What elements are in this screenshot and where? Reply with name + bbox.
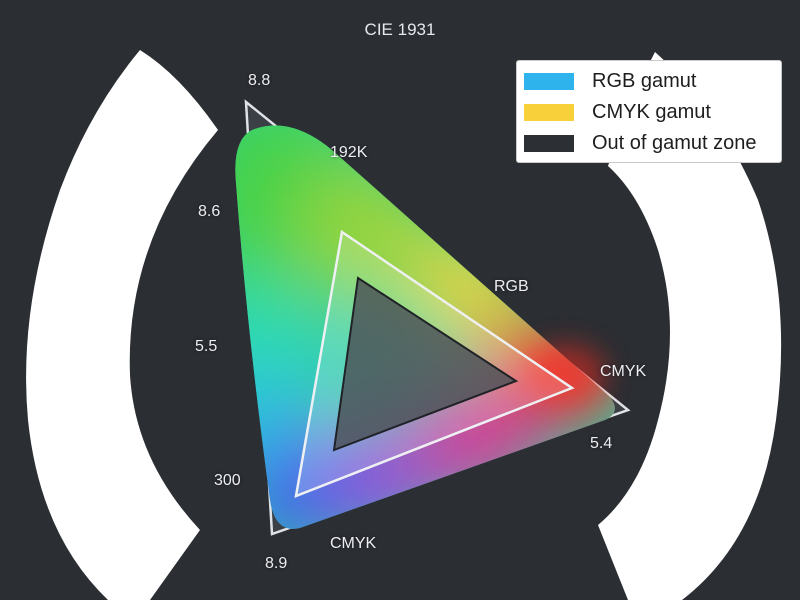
diagram-title: CIE 1931	[364, 20, 436, 39]
legend-label-out-of-gamut: Out of gamut zone	[592, 132, 757, 154]
label-bottom-apex: 8.9	[265, 555, 288, 572]
label-k-value: 192K	[330, 144, 368, 161]
label-right-value: 5.4	[590, 435, 613, 452]
label-left-upper: 8.6	[198, 203, 221, 220]
cmyk-triangle	[332, 276, 519, 452]
label-top-apex: 8.8	[248, 72, 271, 89]
label-left-mid: 5.5	[195, 338, 218, 355]
red-glow	[525, 345, 605, 405]
legend-item-cmyk: CMYK gamut	[517, 97, 781, 128]
legend-swatch-rgb	[524, 73, 574, 90]
legend-swatch-out-of-gamut	[524, 135, 574, 152]
legend-item-out-of-gamut: Out of gamut zone	[517, 128, 781, 159]
legend-item-rgb: RGB gamut	[517, 66, 781, 97]
right-arc	[598, 52, 782, 600]
legend-swatch-cmyk	[524, 104, 574, 121]
legend-label-cmyk: CMYK gamut	[592, 101, 711, 123]
label-cmyk-right: CMYK	[600, 363, 647, 380]
label-cmyk-bottom: CMYK	[330, 535, 377, 552]
label-left-lower: 300	[214, 472, 241, 489]
label-rgb: RGB	[494, 278, 529, 295]
legend: RGB gamut CMYK gamut Out of gamut zone	[516, 60, 782, 163]
left-arc	[26, 50, 219, 600]
legend-label-rgb: RGB gamut	[592, 70, 697, 92]
